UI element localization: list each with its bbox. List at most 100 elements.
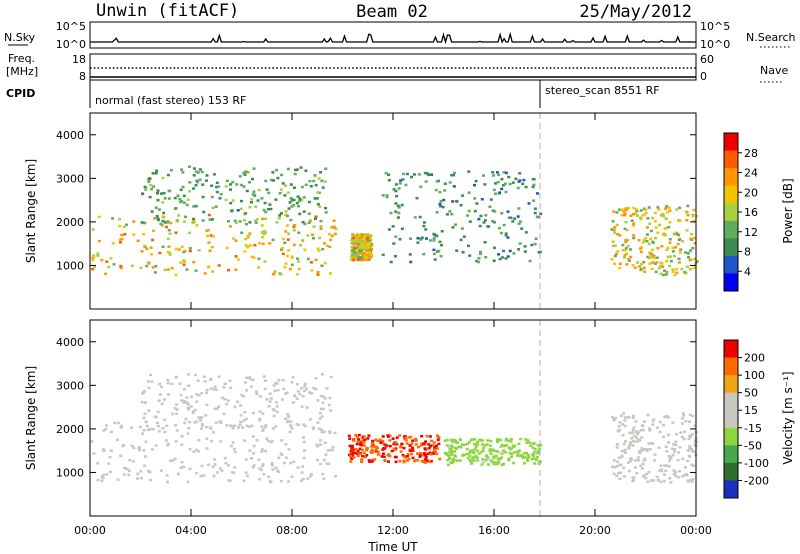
- data-cell: [192, 260, 196, 264]
- data-cell: [176, 194, 180, 197]
- data-cell: [306, 257, 310, 261]
- data-cell: [514, 177, 518, 180]
- data-cell: [233, 450, 237, 454]
- data-cell: [163, 221, 167, 224]
- data-cell: [149, 478, 153, 482]
- region-positive-flow: [443, 437, 543, 467]
- colorbar-tick-label: -50: [744, 439, 762, 452]
- data-cell: [528, 441, 532, 444]
- data-cell: [364, 244, 367, 248]
- data-cell: [680, 422, 684, 425]
- data-cell: [691, 246, 695, 250]
- data-cell: [471, 449, 475, 452]
- nave-tick-bottom: 0: [700, 70, 707, 83]
- data-cell: [623, 227, 627, 231]
- data-cell: [626, 461, 630, 464]
- data-cell: [363, 256, 367, 259]
- data-cell: [217, 375, 221, 378]
- data-cell: [533, 462, 537, 465]
- data-cell: [451, 200, 455, 203]
- data-cell: [298, 393, 302, 396]
- data-cell: [321, 247, 325, 251]
- data-cell: [166, 442, 170, 446]
- data-cell: [523, 245, 527, 248]
- data-cell: [433, 258, 437, 261]
- data-cell: [194, 170, 198, 173]
- data-cell: [272, 384, 276, 387]
- data-cell: [479, 252, 482, 255]
- data-cell: [471, 451, 475, 454]
- data-cell: [360, 448, 364, 452]
- data-cell: [258, 410, 262, 413]
- data-cell: [635, 209, 639, 213]
- data-cell: [530, 458, 534, 461]
- data-cell: [401, 178, 405, 181]
- data-cell: [652, 479, 655, 482]
- data-cell: [280, 246, 284, 250]
- freq-unit: [MHz]: [6, 65, 38, 78]
- data-cell: [518, 454, 522, 458]
- data-cell: [394, 210, 398, 213]
- data-cell: [662, 435, 666, 439]
- data-cell: [334, 475, 337, 478]
- data-cell: [538, 250, 542, 254]
- data-cell: [327, 403, 331, 407]
- data-cell: [112, 263, 116, 266]
- data-cell: [623, 207, 627, 210]
- data-cell: [432, 248, 436, 252]
- data-cell: [102, 473, 106, 477]
- data-cell: [148, 427, 152, 431]
- data-cell: [195, 420, 199, 423]
- data-cell: [274, 198, 278, 201]
- data-cell: [517, 248, 521, 251]
- data-cell: [454, 439, 458, 443]
- data-cell: [225, 402, 229, 406]
- data-cell: [616, 471, 620, 475]
- data-cell: [292, 204, 296, 207]
- data-cell: [173, 407, 177, 410]
- data-cell: [445, 213, 449, 216]
- data-cell: [650, 248, 654, 252]
- data-cell: [623, 416, 627, 419]
- data-cell: [308, 418, 312, 421]
- data-cell: [137, 446, 141, 449]
- data-cell: [348, 437, 352, 440]
- data-cell: [484, 459, 488, 462]
- data-cell: [451, 226, 455, 229]
- data-cell: [240, 393, 244, 397]
- data-cell: [227, 479, 231, 482]
- data-cell: [214, 388, 218, 391]
- data-cell: [100, 475, 104, 478]
- data-cell: [537, 462, 541, 465]
- data-cell: [119, 426, 123, 429]
- data-cell: [166, 237, 170, 240]
- data-cell: [182, 401, 186, 404]
- data-cell: [182, 220, 186, 223]
- data-cell: [144, 187, 148, 190]
- data-cell: [194, 184, 198, 187]
- data-cell: [209, 377, 213, 381]
- data-cell: [410, 175, 413, 179]
- data-cell: [468, 458, 472, 462]
- data-cell: [200, 392, 204, 395]
- data-cell: [693, 257, 696, 261]
- data-cell: [242, 419, 246, 422]
- data-cell: [269, 481, 273, 484]
- data-cell: [264, 210, 268, 214]
- x-tick-label: 12:00: [377, 524, 409, 537]
- data-cell: [295, 273, 299, 276]
- data-cell: [201, 183, 205, 186]
- data-cell: [140, 250, 144, 253]
- data-cell: [174, 273, 178, 277]
- data-cell: [483, 219, 487, 222]
- colorbar-tick-label: 4: [744, 265, 751, 278]
- data-cell: [438, 202, 442, 206]
- data-cell: [227, 268, 231, 272]
- data-cell: [290, 427, 294, 430]
- data-cell: [248, 449, 252, 452]
- data-cell: [154, 206, 158, 209]
- data-cell: [383, 443, 387, 446]
- data-cell: [166, 268, 170, 271]
- data-cell: [161, 201, 165, 204]
- data-cell: [475, 449, 479, 452]
